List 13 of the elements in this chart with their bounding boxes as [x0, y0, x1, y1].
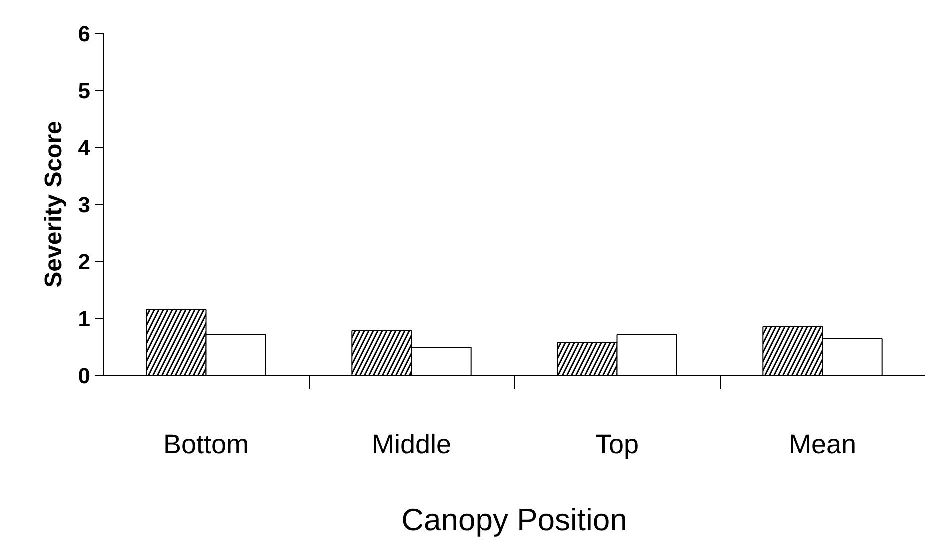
- y-tick-label: 0: [78, 364, 91, 388]
- y-tick-label: 2: [78, 250, 91, 274]
- y-tick-label: 1: [78, 306, 91, 332]
- x-axis-title: Canopy Position: [402, 502, 628, 538]
- y-axis-title: Severity Score: [40, 121, 68, 288]
- x-tick-label: Middle: [372, 430, 452, 460]
- x-tick-label: Bottom: [163, 430, 250, 460]
- y-tick-label: 6: [78, 22, 91, 46]
- y-tick-label: 5: [78, 78, 91, 104]
- x-tick-label: Top: [595, 430, 640, 460]
- y-tick-label: 3: [78, 192, 91, 218]
- y-tick-label: 4: [78, 136, 92, 160]
- x-tick-label: Mean: [788, 430, 857, 460]
